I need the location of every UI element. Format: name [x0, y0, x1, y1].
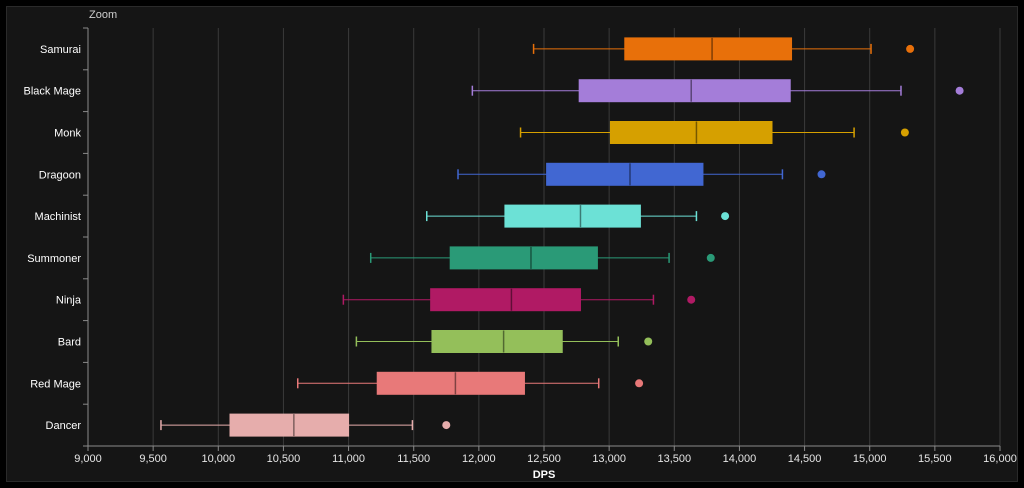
box-dancer	[160, 413, 451, 437]
y-tick-label: Samurai	[40, 44, 81, 56]
box-iqr	[376, 371, 525, 395]
box-red-mage	[297, 371, 644, 395]
zoom-label[interactable]: Zoom	[89, 9, 118, 21]
outlier-point	[635, 379, 644, 388]
outlier-point	[687, 295, 696, 304]
y-tick-label: Ninja	[56, 295, 82, 307]
box-iqr	[229, 413, 350, 437]
y-tick-label: Dancer	[46, 420, 82, 432]
y-tick-label: Machinist	[35, 211, 81, 223]
box-samurai	[532, 37, 915, 61]
box-ninja	[342, 288, 696, 312]
box-iqr	[546, 162, 704, 186]
x-tick-label: 12,500	[527, 453, 561, 465]
x-tick-label: 9,000	[74, 453, 102, 465]
chart-frame	[6, 6, 1018, 482]
x-tick-label: 13,000	[592, 453, 626, 465]
box-series	[160, 37, 964, 437]
box-black-mage	[471, 79, 964, 103]
box-iqr	[609, 121, 773, 144]
x-tick-label: 15,500	[918, 453, 952, 465]
x-tick-label: 11,500	[397, 453, 430, 465]
x-tick-label: 10,500	[267, 453, 301, 465]
x-axis-title: DPS	[533, 469, 556, 481]
box-machinist	[425, 204, 730, 228]
x-tick-label: 12,000	[462, 453, 496, 465]
x-tick-label: 15,000	[853, 453, 887, 465]
box-iqr	[449, 246, 598, 270]
y-tick-label: Dragoon	[39, 169, 81, 181]
outlier-point	[817, 170, 826, 179]
y-tick-label: Monk	[54, 128, 81, 140]
x-tick-label: 13,500	[657, 453, 691, 465]
y-tick-label: Summoner	[27, 253, 81, 265]
outlier-point	[721, 212, 730, 221]
outlier-point	[900, 128, 909, 137]
x-tick-label: 14,000	[723, 453, 757, 465]
x-tick-label: 9,500	[139, 453, 167, 465]
box-monk	[519, 121, 909, 144]
y-tick-label: Bard	[58, 337, 81, 349]
outlier-point	[706, 253, 715, 262]
outlier-point	[644, 337, 653, 346]
outlier-point	[906, 44, 915, 53]
box-iqr	[430, 288, 581, 312]
box-dragoon	[457, 162, 826, 186]
x-tick-label: 11,000	[332, 453, 365, 465]
y-tick-label: Red Mage	[30, 378, 81, 390]
box-bard	[355, 330, 653, 353]
box-iqr	[504, 204, 641, 228]
outlier-point	[442, 421, 451, 430]
box-iqr	[624, 37, 793, 61]
x-tick-label: 10,000	[201, 453, 235, 465]
y-axis: Samurai Black Mage Monk Dragoon Machinist Sum…	[24, 27, 89, 447]
box-summoner	[369, 246, 715, 270]
box-iqr	[578, 79, 791, 103]
x-tick-label: 16,000	[983, 453, 1017, 465]
x-tick-label: 14,500	[788, 453, 822, 465]
outlier-point	[955, 86, 964, 95]
box-iqr	[431, 330, 563, 353]
x-axis: 9,000 9,500 10,000 10,500 11,000 11,500 12,000…	[74, 445, 1017, 465]
y-tick-label: Black Mage	[24, 86, 81, 98]
